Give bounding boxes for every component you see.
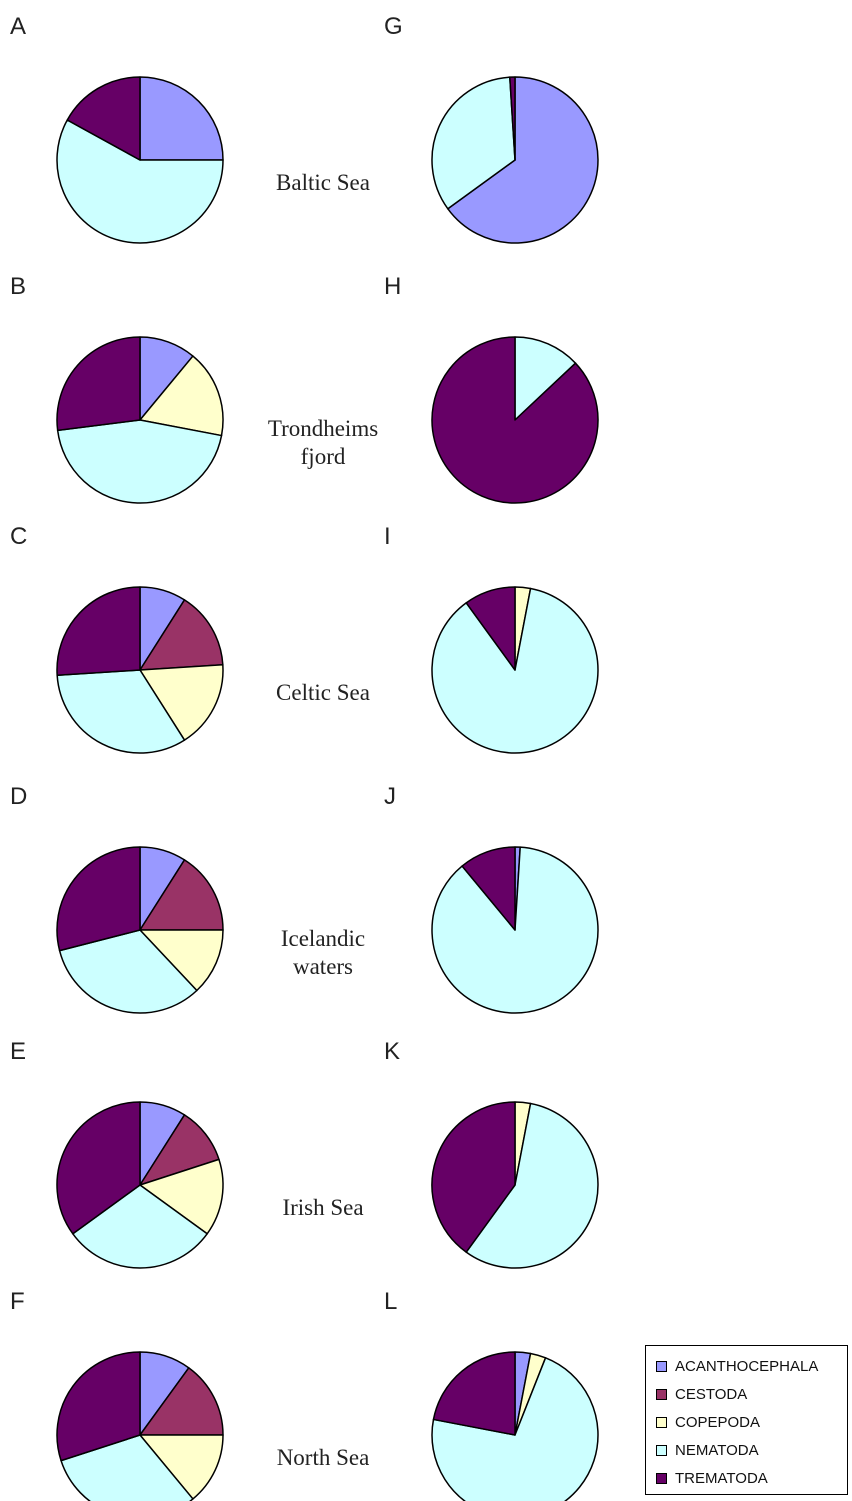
- pie-slice-trematoda: [56, 586, 141, 676]
- pie-panel-l: L: [384, 1288, 599, 1501]
- pie-slice-copepoda: [139, 1434, 224, 1500]
- pie-slice-nematoda: [58, 929, 198, 1014]
- pie-slice-copepoda: [139, 355, 224, 437]
- panel-letter: J: [384, 783, 396, 810]
- pie-slice-nematoda: [72, 1184, 208, 1269]
- pie-slice-cestoda: [139, 1367, 224, 1436]
- pie-slice-trematoda: [461, 846, 516, 931]
- pie-slice-copepoda: [139, 1158, 224, 1235]
- pie-slice-nematoda: [514, 336, 577, 421]
- pie-panel-h: H: [384, 273, 599, 504]
- pie-panel-g: G: [384, 13, 599, 244]
- legend-item-acanthocephala: ACANTHOCEPHALA: [656, 1352, 847, 1380]
- panel-letter: E: [10, 1038, 26, 1065]
- region-label-icelandic-waters: Icelandic waters: [281, 926, 365, 979]
- pie-panel-c: C Celtic Sea: [10, 523, 370, 754]
- pie-slice-nematoda: [431, 76, 516, 210]
- legend-item-trematoda: TREMATODA: [656, 1464, 847, 1492]
- legend-label: CESTODA: [675, 1385, 748, 1403]
- pie-slice-trematoda: [56, 1351, 141, 1462]
- legend-label: ACANTHOCEPHALA: [675, 1357, 819, 1375]
- panel-letter: F: [10, 1288, 25, 1315]
- pie-slice-nematoda: [431, 1357, 599, 1501]
- pie-slice-trematoda: [56, 336, 141, 432]
- pie-slice-acanthocephala: [447, 76, 599, 244]
- pie-panel-i: I: [384, 523, 599, 754]
- pie-slice-trematoda: [465, 586, 516, 671]
- legend-swatch-cestoda: [656, 1388, 667, 1400]
- legend-item-nematoda: NEMATODA: [656, 1436, 847, 1464]
- legend-swatch-trematoda: [656, 1472, 667, 1484]
- legend: ACANTHOCEPHALA CESTODA COPEPODA NEMATODA…: [645, 1345, 848, 1495]
- panel-letter: A: [10, 13, 26, 40]
- pie-slice-cestoda: [139, 599, 224, 671]
- region-label-north-sea: North Sea: [277, 1445, 370, 1470]
- pie-slice-nematoda: [56, 419, 223, 504]
- pie-slice-copepoda: [139, 664, 224, 741]
- panel-letter: G: [384, 13, 403, 40]
- pie-panel-f: F North Sea: [10, 1288, 369, 1501]
- pie-slice-trematoda: [431, 1101, 516, 1253]
- pie-slice-trematoda: [56, 846, 141, 952]
- legend-item-copepoda: COPEPODA: [656, 1408, 847, 1436]
- pie-slice-trematoda: [56, 1101, 141, 1235]
- legend-label: TREMATODA: [675, 1469, 768, 1487]
- pie-slice-acanthocephala: [139, 76, 224, 161]
- legend-label: NEMATODA: [675, 1441, 759, 1459]
- panel-letter: L: [384, 1288, 397, 1315]
- panel-letter: C: [10, 523, 27, 550]
- pie-slice-nematoda: [56, 119, 224, 244]
- pie-slice-trematoda: [431, 336, 599, 504]
- region-label-irish-sea: Irish Sea: [282, 1195, 363, 1220]
- pie-panel-e: E Irish Sea: [10, 1038, 364, 1269]
- pie-slice-nematoda: [465, 1102, 599, 1269]
- legend-swatch-copepoda: [656, 1416, 667, 1428]
- region-label-trondheims-fjord: Trondheims fjord: [268, 416, 378, 469]
- panel-letter: D: [10, 783, 27, 810]
- region-label-celtic-sea: Celtic Sea: [276, 680, 370, 705]
- panel-letter: H: [384, 273, 401, 300]
- legend-swatch-nematoda: [656, 1444, 667, 1456]
- pie-slice-cestoda: [139, 859, 224, 931]
- pie-slice-copepoda: [139, 929, 224, 992]
- pie-slice-nematoda: [56, 669, 186, 754]
- pie-slice-trematoda: [66, 76, 141, 161]
- panel-letter: B: [10, 273, 26, 300]
- region-label-baltic-sea: Baltic Sea: [276, 170, 370, 195]
- panel-letter: I: [384, 523, 391, 550]
- legend-item-cestoda: CESTODA: [656, 1380, 847, 1408]
- pie-panel-k: K: [384, 1038, 599, 1269]
- pie-slice-trematoda: [432, 1351, 516, 1436]
- legend-swatch-acanthocephala: [656, 1360, 667, 1372]
- pie-panel-j: J: [384, 783, 599, 1014]
- pie-panel-b: B Trondheims fjord: [10, 273, 378, 504]
- pie-slice-nematoda: [60, 1434, 194, 1501]
- pie-slice-trematoda: [509, 76, 516, 161]
- pie-panel-d: D Icelandic waters: [10, 783, 365, 1014]
- legend-label: COPEPODA: [675, 1413, 761, 1431]
- panel-letter: K: [384, 1038, 400, 1065]
- pie-panel-a: A Baltic Sea: [10, 13, 370, 244]
